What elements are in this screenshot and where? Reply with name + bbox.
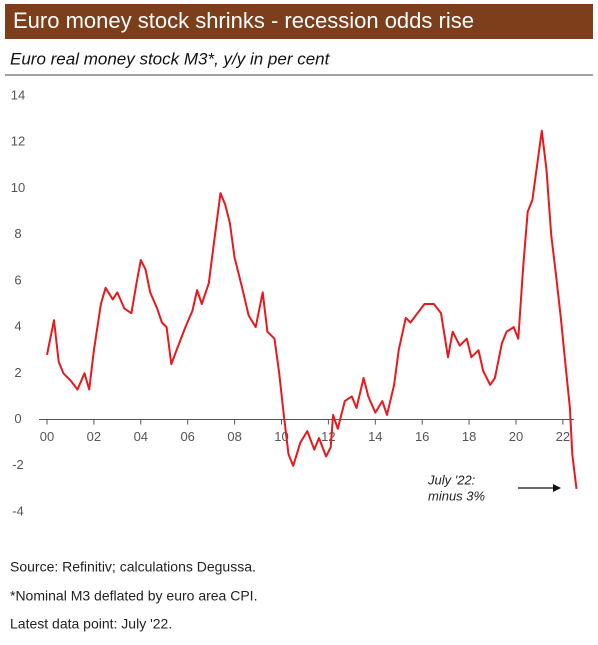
x-tick-label: 12 bbox=[321, 429, 335, 444]
x-tick-label: 16 bbox=[415, 429, 429, 444]
annotation-arrowhead bbox=[553, 484, 561, 492]
x-tick-label: 00 bbox=[40, 429, 54, 444]
note: *Nominal M3 deflated by euro area CPI. bbox=[10, 588, 257, 604]
data-line bbox=[46, 129, 578, 490]
y-tick-label: 14 bbox=[11, 87, 25, 102]
y-tick-label: 8 bbox=[14, 226, 21, 241]
x-tick-label: 06 bbox=[180, 429, 194, 444]
y-tick-label: -2 bbox=[12, 457, 24, 472]
x-tick-label: 08 bbox=[227, 429, 241, 444]
x-tick-label: 18 bbox=[462, 429, 476, 444]
note: Source: Refinitiv; calculations Degussa. bbox=[10, 559, 256, 575]
note: Latest data point: July '22. bbox=[10, 616, 172, 632]
x-tick-label: 20 bbox=[509, 429, 523, 444]
y-tick-label: 2 bbox=[14, 365, 21, 380]
y-tick-label: -4 bbox=[12, 503, 24, 518]
annotation: July '22: bbox=[427, 472, 476, 487]
x-tick-label: 22 bbox=[556, 429, 570, 444]
x-tick-label: 04 bbox=[134, 429, 148, 444]
chart-title: Euro money stock shrinks - recession odd… bbox=[13, 8, 474, 33]
x-tick-label: 02 bbox=[87, 429, 101, 444]
y-tick-label: 0 bbox=[14, 411, 21, 426]
y-tick-label: 6 bbox=[14, 272, 21, 287]
y-tick-label: 4 bbox=[14, 319, 21, 334]
annotation: minus 3% bbox=[428, 488, 485, 503]
x-tick-label: 14 bbox=[368, 429, 382, 444]
y-tick-label: 12 bbox=[11, 134, 25, 149]
chart-subtitle: Euro real money stock M3*, y/y in per ce… bbox=[10, 49, 331, 68]
title-bar bbox=[5, 4, 593, 39]
y-tick-label: 10 bbox=[11, 180, 25, 195]
